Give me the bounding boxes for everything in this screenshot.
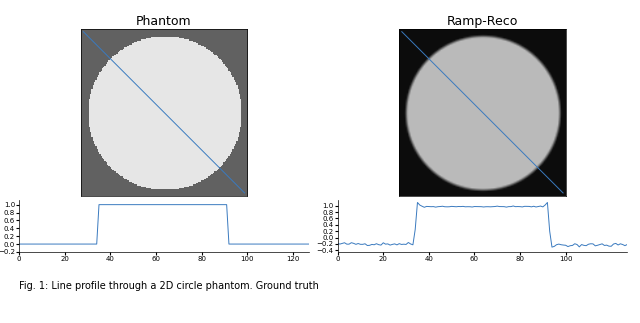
Text: Fig. 1: Line profile through a 2D circle phantom. Ground truth: Fig. 1: Line profile through a 2D circle… bbox=[19, 281, 319, 291]
Title: Phantom: Phantom bbox=[136, 15, 192, 28]
Title: Ramp-Reco: Ramp-Reco bbox=[447, 15, 518, 28]
